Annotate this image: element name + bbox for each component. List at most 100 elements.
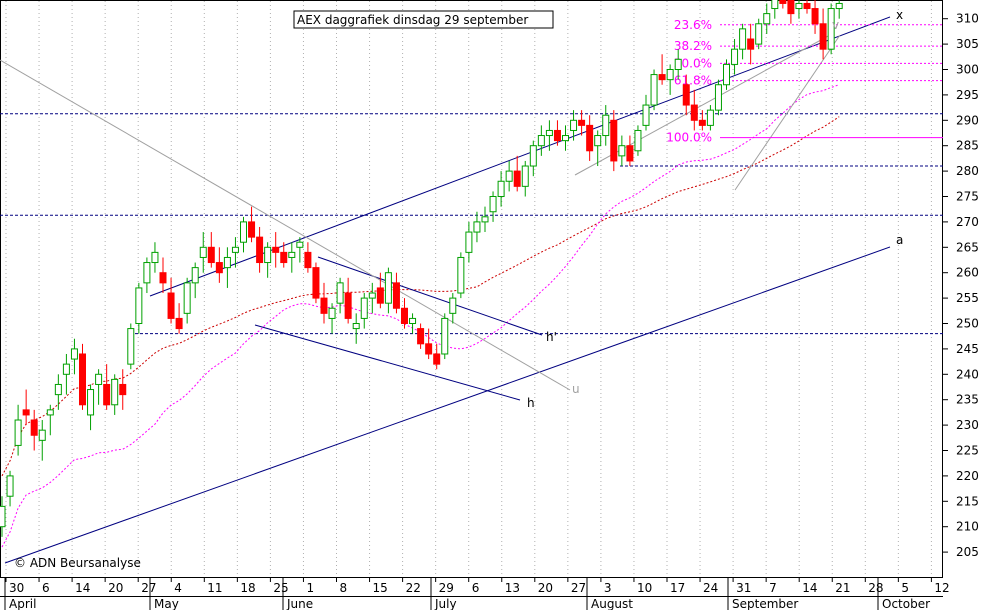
y-tick-label-8: 245 [956,342,979,356]
candle-body-67 [537,135,545,147]
candle-body-92 [739,28,747,50]
label-a: a [896,233,903,247]
candle-43 [344,277,352,324]
candle-body-79 [634,129,642,152]
upper-channel-support-line [574,34,831,176]
month-label-1: May [154,597,179,610]
candle-body-72 [578,119,586,126]
fib-label-4: 61.8% [674,74,712,88]
candle-body-4 [30,419,38,436]
candle-body-77 [618,145,626,157]
candle-body-44 [352,323,360,330]
candle-body-66 [529,145,537,167]
candle-body-86 [690,104,698,121]
candle-body-46 [368,292,376,299]
candle-49 [392,272,400,314]
y-tick-label-9: 250 [956,317,979,331]
y-tick-label-18: 295 [956,88,979,102]
x-tick-label-13: 29 [439,581,454,595]
candle-body-31 [248,221,256,238]
candle-25 [199,232,207,273]
candle-36 [288,242,296,273]
candle-2 [14,404,22,456]
candle-body-71 [570,119,578,131]
candle-3 [22,389,30,426]
candle-63 [505,160,513,192]
candle-80 [642,94,650,131]
long-moving-average-line [1,116,840,477]
candle-24 [191,262,199,299]
candle-body-10 [79,353,86,406]
candle-89 [714,79,722,116]
candle-body-30 [240,221,247,243]
candle-body-69 [553,129,561,142]
candle-5 [38,420,46,461]
x-tick-label-28: 12 [934,581,949,595]
candle-body-8 [62,363,70,375]
candle-20 [159,257,167,294]
candle-body-38 [304,251,312,269]
x-tick-label-19: 10 [637,581,652,595]
title-box [293,10,554,29]
x-tick-label-23: 7 [769,581,777,595]
candle-91 [731,39,739,75]
fib-label-2: 38.2% [674,39,712,53]
candle-body-35 [280,251,288,264]
y-tick-label-15: 280 [956,164,979,178]
candle-body-50 [401,307,408,325]
candle-90 [723,59,730,90]
candle-78 [626,135,634,167]
candle-102 [819,8,827,60]
candle-body-36 [288,251,296,258]
candle-body-11 [87,389,95,416]
candle-76 [610,110,618,172]
x-tick-label-22: 31 [736,581,751,595]
label-x: x [896,8,903,22]
candle-body-56 [449,297,457,314]
candle-87 [698,110,706,131]
candle-body-60 [481,216,489,223]
candle-8 [62,353,70,395]
candle-65 [521,160,529,197]
candle-body-100 [803,2,811,10]
candle-27 [215,247,223,283]
candle-97 [779,0,787,9]
candle-86 [690,89,698,131]
month-label-3: July [434,597,457,610]
candle-body-40 [320,297,328,314]
candle-body-33 [264,246,272,264]
candle-40 [320,282,328,324]
candle-body-13 [103,383,111,406]
x-tick-label-25: 21 [835,581,850,595]
candle-53 [425,328,433,360]
candle-body-23 [183,282,191,314]
y-tick-label-20: 305 [956,37,979,51]
candle-30 [240,216,247,253]
label-h: h [527,396,535,410]
label-v: v [832,18,839,32]
candle-body-5 [38,429,46,441]
x-tick-label-11: 15 [373,581,388,595]
candle-99 [795,0,803,19]
candle-body-55 [441,317,449,355]
candle-body-0 [0,505,6,528]
candle-100 [803,0,811,14]
candle-41 [328,303,336,334]
candle-92 [739,23,747,60]
candle-4 [30,409,38,451]
candle-body-95 [763,13,771,25]
candle-77 [618,135,626,167]
y-tick-label-10: 255 [956,291,979,305]
month-label-6: October [882,597,930,610]
candle-50 [401,298,408,329]
candle-body-1 [6,475,14,497]
candle-45 [360,293,368,329]
candle-71 [570,110,578,141]
candle-39 [312,262,320,304]
candle-74 [594,130,602,167]
candle-18 [143,257,151,294]
candle-9 [70,338,78,375]
y-tick-label-4: 225 [956,444,979,458]
candle-body-20 [159,272,167,284]
candle-body-64 [513,170,521,187]
